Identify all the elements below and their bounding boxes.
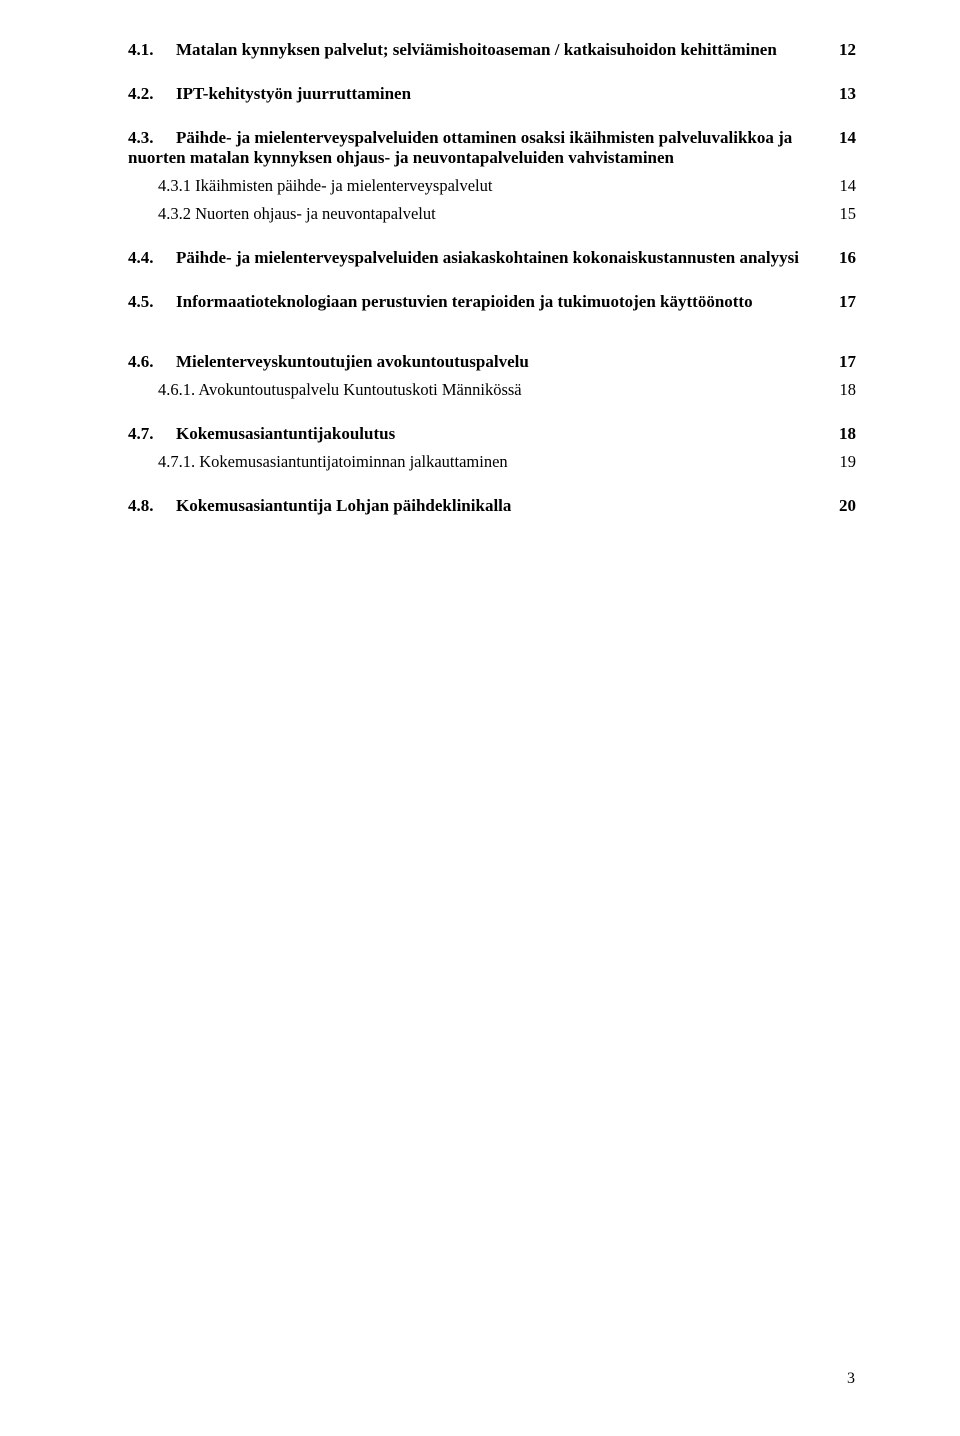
toc-entry-page: 14 xyxy=(840,176,857,196)
toc-entry-page: 20 xyxy=(839,496,856,516)
toc-entry-text: 4.3.2 Nuorten ohjaus- ja neuvontapalvelu… xyxy=(158,204,828,224)
toc-entry: 4.3.2 Nuorten ohjaus- ja neuvontapalvelu… xyxy=(128,204,856,224)
toc-entry: 4.3.Päihde- ja mielenterveyspalveluiden … xyxy=(128,128,856,168)
toc-entry: 4.7.1. Kokemusasiantuntijatoiminnan jalk… xyxy=(128,452,856,472)
toc-entry-text: 4.2.IPT-kehitystyön juurruttaminen xyxy=(128,84,827,104)
toc-entry-number: 4.2. xyxy=(128,84,176,104)
toc-entry-text: 4.3.Päihde- ja mielenterveyspalveluiden … xyxy=(128,128,827,168)
toc-entry-title: Matalan kynnyksen palvelut; selviämishoi… xyxy=(176,40,777,59)
toc-entry-page: 14 xyxy=(839,128,856,148)
toc-entry-title: Päihde- ja mielenterveyspalveluiden asia… xyxy=(176,248,799,267)
toc-entry-text: 4.1.Matalan kynnyksen palvelut; selviämi… xyxy=(128,40,827,60)
toc-entry-page: 19 xyxy=(840,452,857,472)
toc-entry-number: 4.8. xyxy=(128,496,176,516)
toc-entry-page: 18 xyxy=(840,380,857,400)
toc-entry-title: 4.7.1. Kokemusasiantuntijatoiminnan jalk… xyxy=(158,452,508,471)
toc-entry-title: Mielenterveyskuntoutujien avokuntoutuspa… xyxy=(176,352,529,371)
toc-entry-text: 4.3.1 Ikäihmisten päihde- ja mielenterve… xyxy=(158,176,828,196)
toc-entry-number: 4.3. xyxy=(128,128,176,148)
toc-entry-title: Kokemusasiantuntija Lohjan päihdeklinika… xyxy=(176,496,511,515)
toc-entry: 4.5.Informaatioteknologiaan perustuvien … xyxy=(128,292,856,312)
toc-entry: 4.3.1 Ikäihmisten päihde- ja mielenterve… xyxy=(128,176,856,196)
toc-entry-number: 4.5. xyxy=(128,292,176,312)
page-number: 3 xyxy=(847,1370,855,1388)
toc-entry-page: 17 xyxy=(839,352,856,372)
toc-entry: 4.6.Mielenterveyskuntoutujien avokuntout… xyxy=(128,352,856,372)
toc-entry-title: 4.3.2 Nuorten ohjaus- ja neuvontapalvelu… xyxy=(158,204,436,223)
toc-entry-number: 4.1. xyxy=(128,40,176,60)
toc-entry-page: 18 xyxy=(839,424,856,444)
toc-entry: 4.7.Kokemusasiantuntijakoulutus 18 xyxy=(128,424,856,444)
toc-entry-number: 4.6. xyxy=(128,352,176,372)
toc-entry-text: 4.7.Kokemusasiantuntijakoulutus xyxy=(128,424,827,444)
toc-entry-text: 4.6.Mielenterveyskuntoutujien avokuntout… xyxy=(128,352,827,372)
toc-entry-title: Päihde- ja mielenterveyspalveluiden otta… xyxy=(128,128,792,167)
toc-entry: 4.1.Matalan kynnyksen palvelut; selviämi… xyxy=(128,40,856,60)
toc-entry-text: 4.6.1. Avokuntoutuspalvelu Kuntoutuskoti… xyxy=(158,380,828,400)
toc-entry-title: Kokemusasiantuntijakoulutus xyxy=(176,424,395,443)
toc-entry: 4.4.Päihde- ja mielenterveyspalveluiden … xyxy=(128,248,856,268)
toc-entry-text: 4.5.Informaatioteknologiaan perustuvien … xyxy=(128,292,827,312)
toc-entry-title: Informaatioteknologiaan perustuvien tera… xyxy=(176,292,753,311)
toc-entry: 4.6.1. Avokuntoutuspalvelu Kuntoutuskoti… xyxy=(128,380,856,400)
toc-entry-text: 4.4.Päihde- ja mielenterveyspalveluiden … xyxy=(128,248,827,268)
toc-entry-page: 13 xyxy=(839,84,856,104)
toc-entry-title: 4.3.1 Ikäihmisten päihde- ja mielenterve… xyxy=(158,176,492,195)
toc-entry-page: 17 xyxy=(839,292,856,312)
toc-entry-page: 12 xyxy=(839,40,856,60)
toc-entry-title: 4.6.1. Avokuntoutuspalvelu Kuntoutuskoti… xyxy=(158,380,522,399)
toc-entry: 4.2.IPT-kehitystyön juurruttaminen 13 xyxy=(128,84,856,104)
toc-entry: 4.8.Kokemusasiantuntija Lohjan päihdekli… xyxy=(128,496,856,516)
toc-entry-page: 15 xyxy=(840,204,857,224)
toc-entry-number: 4.7. xyxy=(128,424,176,444)
toc-entry-text: 4.8.Kokemusasiantuntija Lohjan päihdekli… xyxy=(128,496,827,516)
toc-entry-text: 4.7.1. Kokemusasiantuntijatoiminnan jalk… xyxy=(158,452,828,472)
toc-entry-title: IPT-kehitystyön juurruttaminen xyxy=(176,84,411,103)
table-of-contents: 4.1.Matalan kynnyksen palvelut; selviämi… xyxy=(128,40,856,516)
toc-entry-number: 4.4. xyxy=(128,248,176,268)
toc-entry-page: 16 xyxy=(839,248,856,268)
